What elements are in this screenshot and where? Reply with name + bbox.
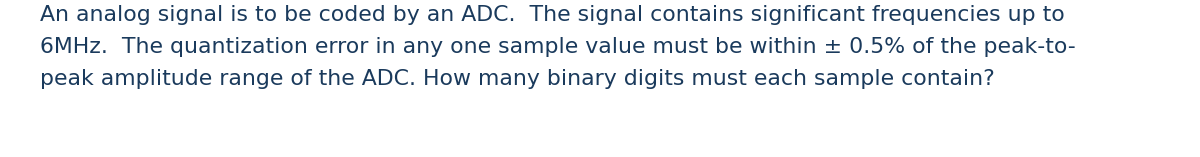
Text: An analog signal is to be coded by an ADC.  The signal contains significant freq: An analog signal is to be coded by an AD… <box>40 5 1075 89</box>
